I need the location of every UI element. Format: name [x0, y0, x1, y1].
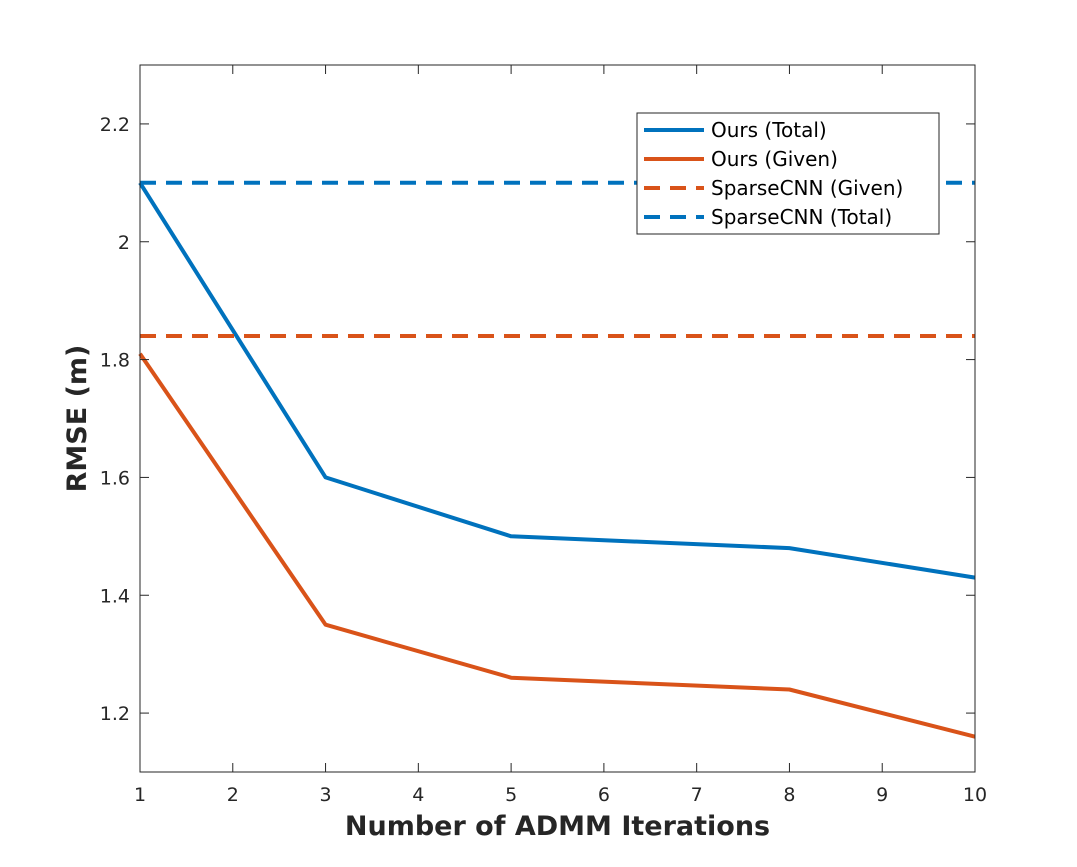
- legend-label: Ours (Given): [711, 147, 838, 171]
- series-layer: [138, 180, 976, 739]
- y-tick-label: 2.2: [100, 114, 130, 136]
- y-axis-title: RMSE (m): [62, 345, 93, 493]
- axes-layer: 1 2 3 4 5 6 7 8 9 10 1.2 1.4 1.6 1.8 2 2.2: [100, 64, 987, 806]
- x-tick-label: 8: [783, 784, 795, 806]
- series-line-2: [138, 352, 976, 739]
- x-tick-label: 5: [505, 784, 517, 806]
- legend-label: Ours (Total): [711, 118, 827, 142]
- x-tick-label: 4: [412, 784, 424, 806]
- y-tick-label: 1.6: [100, 467, 130, 489]
- y-tick-label: 1.8: [100, 350, 130, 372]
- x-tick-label: 10: [963, 784, 987, 806]
- legend-box: [636, 112, 940, 235]
- y-tick-label: 1.2: [100, 703, 130, 725]
- series-line-1: [138, 181, 976, 580]
- legend-label: SparseCNN (Total): [711, 205, 892, 229]
- x-tick-label: 3: [320, 784, 332, 806]
- legend: Ours (Total) Ours (Given) SparseCNN (Given…: [636, 112, 940, 235]
- axes-box: [139, 64, 976, 773]
- x-tick-label: 6: [598, 784, 610, 806]
- x-tick-label: 9: [876, 784, 888, 806]
- x-tick-label: 7: [691, 784, 703, 806]
- x-axis-title: Number of ADMM Iterations: [345, 811, 770, 842]
- x-tick-label: 1: [134, 784, 146, 806]
- y-tick-label: 2: [118, 232, 130, 254]
- legend-label: SparseCNN (Given): [711, 176, 903, 200]
- x-tick-label: 2: [227, 784, 239, 806]
- y-tick-label: 1.4: [100, 585, 130, 607]
